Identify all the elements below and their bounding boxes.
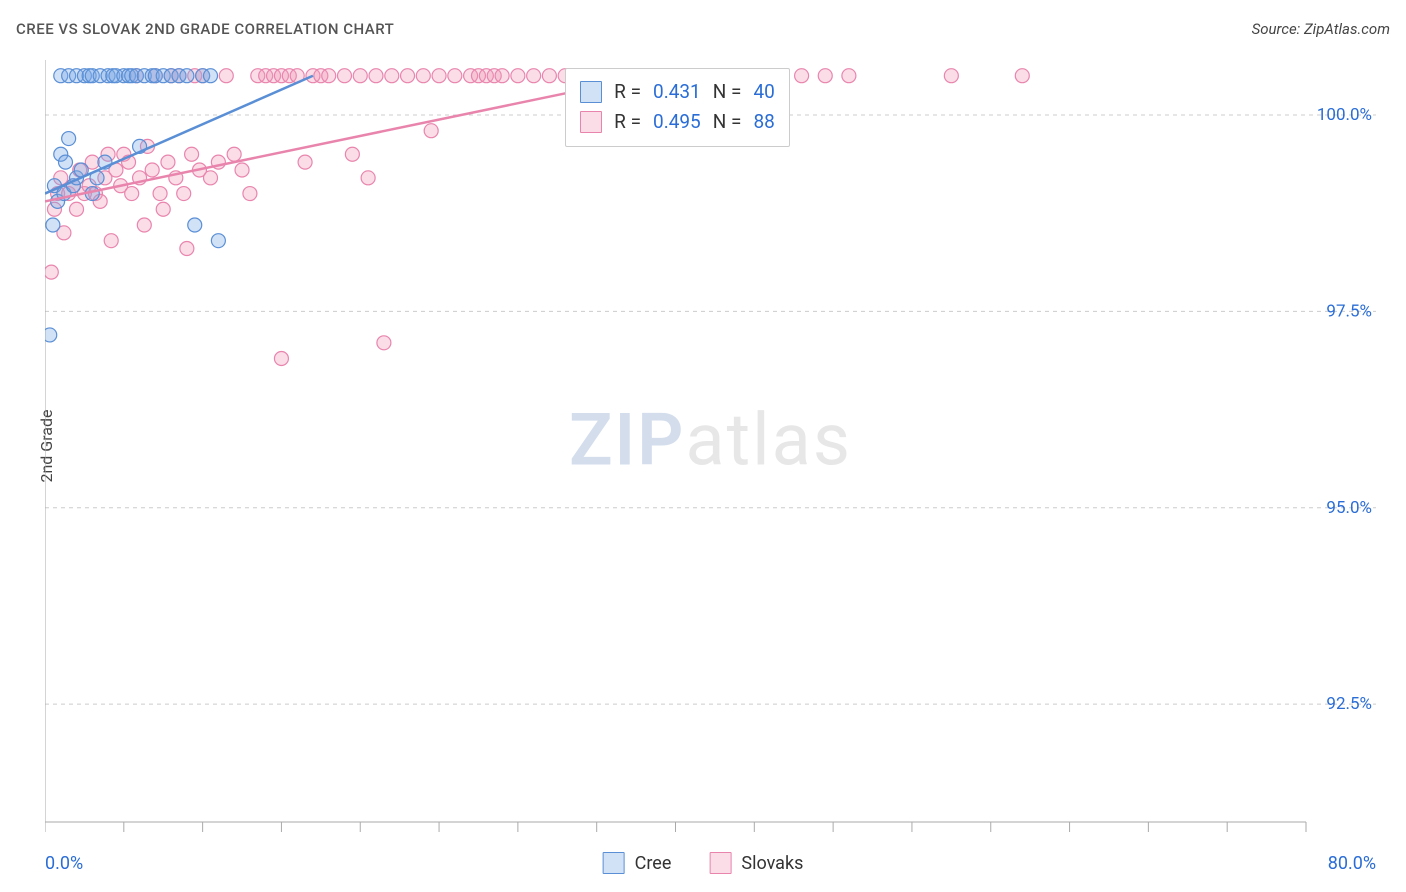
slovaks-swatch-icon	[580, 111, 602, 133]
stats-legend-box: R = 0.431 N = 40 R = 0.495 N = 88	[565, 68, 790, 147]
slovaks-legend-label: Slovaks	[741, 853, 803, 874]
slovaks-r-value: 0.495	[653, 107, 701, 137]
svg-text:95.0%: 95.0%	[1326, 498, 1372, 518]
cree-n-value: 40	[753, 77, 774, 107]
r-label: R =	[614, 77, 641, 107]
x-axis-max-label: 80.0%	[1328, 853, 1376, 874]
n-label: N =	[713, 107, 742, 137]
n-label: N =	[713, 77, 742, 107]
bottom-legend: Cree Slovaks	[603, 852, 804, 874]
chart-title: CREE VS SLOVAK 2ND GRADE CORRELATION CHA…	[16, 20, 394, 38]
legend-item-cree: Cree	[603, 852, 672, 874]
stats-row-slovaks: R = 0.495 N = 88	[580, 107, 775, 137]
cree-swatch-icon	[580, 81, 602, 103]
plot-area: 92.5%95.0%97.5%100.0% ZIPatlas R = 0.431…	[45, 60, 1376, 852]
svg-text:92.5%: 92.5%	[1326, 694, 1372, 714]
cree-r-value: 0.431	[653, 77, 701, 107]
header: CREE VS SLOVAK 2ND GRADE CORRELATION CHA…	[16, 20, 1390, 38]
svg-text:97.5%: 97.5%	[1326, 301, 1372, 321]
stats-row-cree: R = 0.431 N = 40	[580, 77, 775, 107]
scatter-plot: 92.5% 95.0% 97.5% 100.0%	[45, 60, 1376, 852]
svg-text:100.0%: 100.0%	[1317, 105, 1372, 125]
legend-item-slovaks: Slovaks	[709, 852, 803, 874]
slovaks-n-value: 88	[753, 107, 774, 137]
slovaks-legend-swatch-icon	[709, 852, 731, 874]
source-attribution: Source: ZipAtlas.com	[1252, 20, 1390, 38]
r-label: R =	[614, 107, 641, 137]
chart-container: CREE VS SLOVAK 2ND GRADE CORRELATION CHA…	[0, 0, 1406, 892]
cree-legend-label: Cree	[635, 853, 672, 874]
x-axis-min-label: 0.0%	[45, 853, 83, 874]
cree-legend-swatch-icon	[603, 852, 625, 874]
